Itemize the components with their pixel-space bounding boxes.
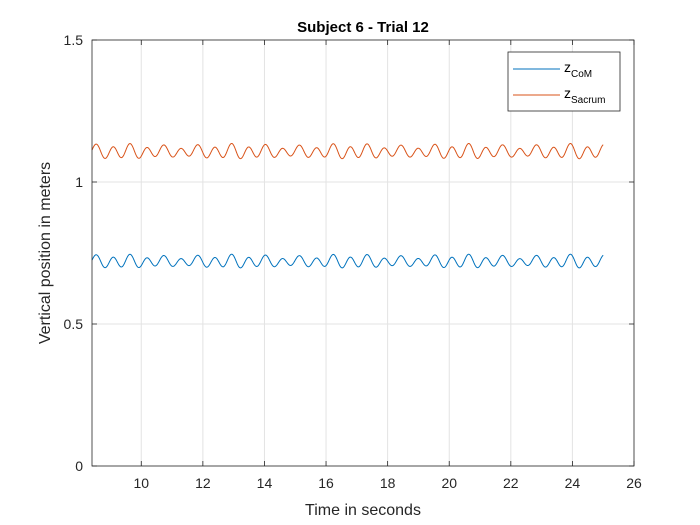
y-axis-label: Vertical position in meters: [37, 162, 54, 344]
series-line-com: [91, 253, 604, 269]
x-axis-label: Time in seconds: [305, 502, 421, 519]
x-tick-label: 12: [195, 475, 211, 491]
legend-box: [507, 51, 621, 112]
legend-label-sacrum: zSacrum: [564, 85, 605, 106]
y-tick-label: 0: [75, 458, 83, 474]
legend: zCoM zSacrum: [507, 51, 621, 112]
legend-label-com: zCoM: [564, 59, 592, 80]
legend-label-sacrum-sub: Sacrum: [571, 95, 605, 106]
y-tick-label: 1.5: [64, 32, 84, 48]
series-layer: [91, 142, 604, 269]
x-tick-label: 22: [503, 475, 519, 491]
legend-label-sacrum-base: z: [564, 85, 571, 101]
y-tick-label: 1: [75, 174, 83, 190]
x-tick-label: 14: [257, 475, 273, 491]
x-tick-label: 20: [441, 475, 457, 491]
x-tick-label: 16: [318, 475, 334, 491]
x-tick-label: 26: [626, 475, 642, 491]
plot-frame: [91, 39, 635, 467]
legend-label-com-sub: CoM: [571, 69, 592, 80]
x-tick-label: 24: [565, 475, 581, 491]
y-tick-label: 0.5: [64, 316, 84, 332]
series-line-sacrum: [91, 142, 604, 160]
axis-ticks: 10 12 14 16 18 20 22 24 26 0 0.5 1 1.5: [64, 32, 642, 491]
x-tick-label: 18: [380, 475, 396, 491]
legend-label-com-base: z: [564, 59, 571, 75]
chart-title: Subject 6 - Trial 12: [297, 19, 429, 36]
x-tick-label: 10: [133, 475, 149, 491]
